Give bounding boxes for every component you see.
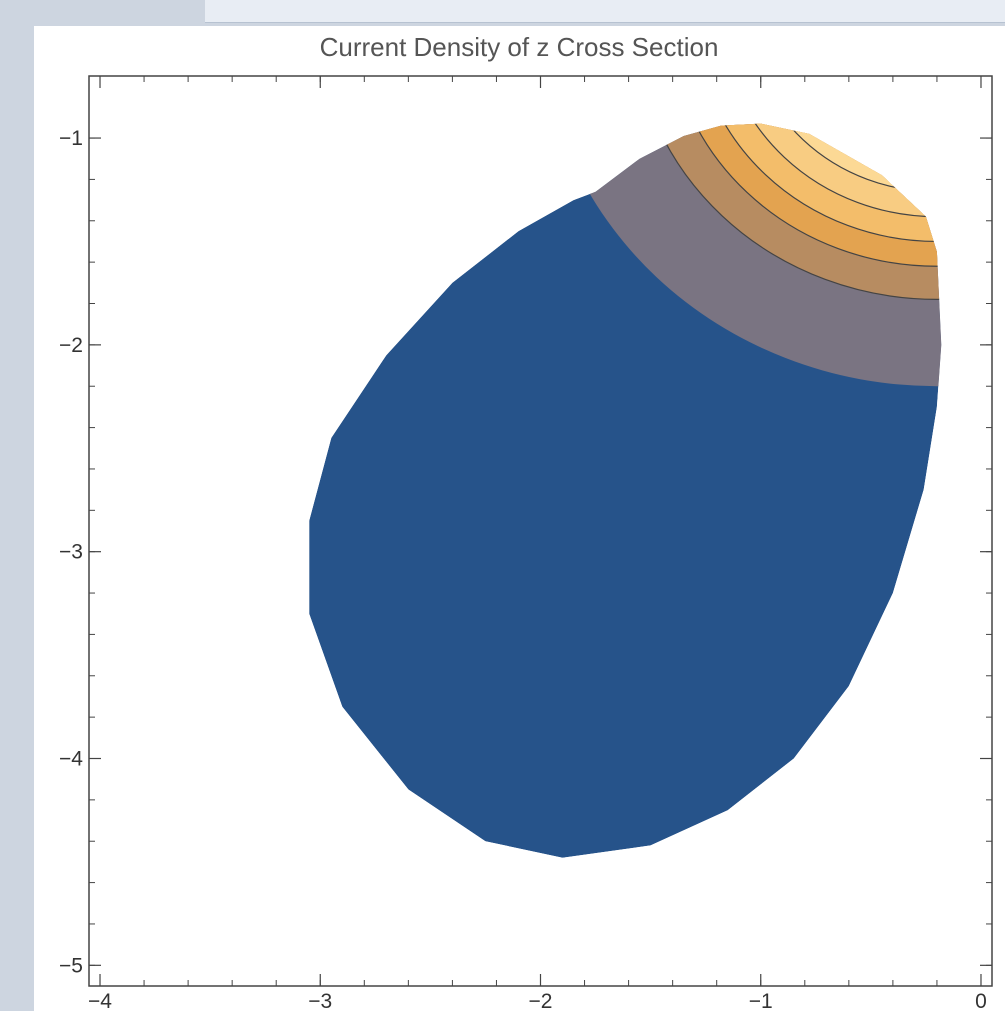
chart-title: Current Density of z Cross Section [320, 32, 719, 62]
contour-chart: Current Density of z Cross Section −4 −3 −… [59, 32, 993, 1011]
x-tick-label: 0 [975, 990, 987, 1011]
x-tick-label: −1 [749, 990, 773, 1011]
contour-line-1 [632, 123, 942, 300]
window-top-strip [205, 0, 1005, 23]
contour-line-2 [667, 123, 942, 267]
y-tick-label: −5 [59, 954, 83, 977]
contour-line-7 [799, 123, 942, 143]
axis-ticks: −4 −3 −2 −1 0−1−2−3−4−5 [59, 76, 992, 1011]
plot-panel: Current Density of z Cross Section −4 −3 −… [34, 26, 1005, 1011]
contour-bands [309, 123, 942, 858]
x-tick-label: −3 [308, 990, 332, 1011]
y-tick-label: −4 [59, 748, 83, 771]
y-tick-label: −3 [59, 541, 83, 564]
x-tick-label: −2 [529, 990, 553, 1011]
x-tick-label: −4 [88, 990, 112, 1011]
y-tick-label: −1 [59, 127, 83, 150]
y-tick-label: −2 [59, 334, 83, 357]
